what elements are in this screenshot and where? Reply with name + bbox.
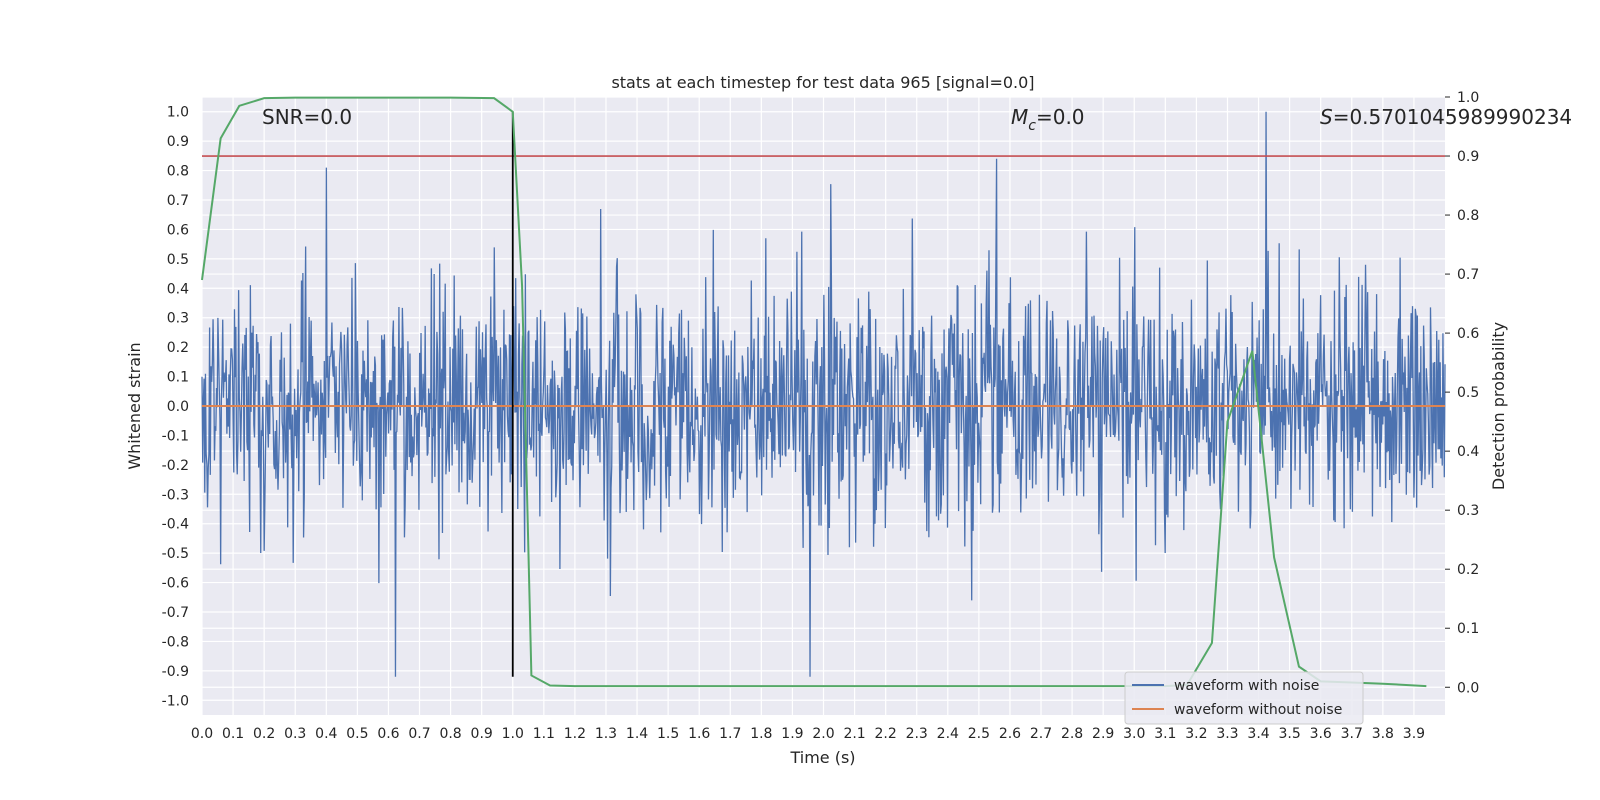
y-axis-ticks: 1.0 0.9 0.8 0.7 0.6 0.5 0.4 0.3 0.2 0.1 0.0 -0.1 -0.… <box>162 105 189 710</box>
x-tick-label: 2.2 <box>875 726 897 742</box>
x-tick-label: 3.0 <box>1123 726 1145 742</box>
x-tick-label: 2.4 <box>937 726 959 742</box>
x-tick-label: 2.9 <box>1092 726 1114 742</box>
x-tick-label: 2.7 <box>1030 726 1052 742</box>
x-tick-label: 0.1 <box>222 726 244 742</box>
x-tick-label: 2.8 <box>1061 726 1083 742</box>
x-tick-label: 2.3 <box>906 726 928 742</box>
x-tick-label: 2.0 <box>812 726 834 742</box>
detection-probability-line <box>201 96 1427 688</box>
x-tick-label: 1.0 <box>502 726 524 742</box>
s-value: =0.5701045989990234 <box>1333 105 1572 129</box>
y2-tick-label: 0.2 <box>1457 562 1479 578</box>
s-symbol: S <box>1320 105 1333 129</box>
y-tick-label: -0.4 <box>162 517 189 533</box>
x-tick-label: 1.9 <box>781 726 803 742</box>
x-tick-label: 2.6 <box>999 726 1021 742</box>
x-tick-label: 2.5 <box>968 726 990 742</box>
x-tick-label: 0.5 <box>346 726 368 742</box>
y-tick-label: -0.5 <box>162 546 189 562</box>
x-tick-label: 3.8 <box>1372 726 1394 742</box>
x-tick-label: 0.8 <box>439 726 461 742</box>
legend: waveform with noise waveform without noi… <box>1124 671 1364 725</box>
y2-tick-label: 0.7 <box>1457 267 1479 283</box>
x-tick-label: 3.2 <box>1185 726 1207 742</box>
x-tick-label: 1.8 <box>750 726 772 742</box>
x-tick-label: 1.5 <box>657 726 679 742</box>
x-tick-label: 0.2 <box>253 726 275 742</box>
y-tick-label: 0.3 <box>167 311 189 327</box>
y-tick-label: 0.4 <box>167 281 189 297</box>
mc-symbol: M <box>1011 105 1028 129</box>
x-tick-label: 3.7 <box>1341 726 1363 742</box>
y-tick-label: 1.0 <box>167 105 189 121</box>
waveform-with-noise-line <box>201 111 1446 677</box>
y-tick-label: 0.2 <box>167 340 189 356</box>
y-tick-label: 0.6 <box>167 222 189 238</box>
s-annotation: S=0.5701045989990234 <box>1320 105 1572 129</box>
y-axis-label: Whitened strain <box>125 342 144 469</box>
x-tick-label: 3.3 <box>1216 726 1238 742</box>
x-tick-label: 1.7 <box>719 726 741 742</box>
mc-annotation: Mc=0.0 <box>1011 105 1085 134</box>
x-tick-label: 1.3 <box>595 726 617 742</box>
x-tick-label: 3.1 <box>1154 726 1176 742</box>
x-tick-label: 0.0 <box>191 726 213 742</box>
y2-tick-label: 0.3 <box>1457 503 1479 519</box>
y2-tick-label: 0.6 <box>1457 326 1479 342</box>
y2-tick-label: 0.4 <box>1457 444 1479 460</box>
y-tick-label: 0.1 <box>167 370 189 386</box>
x-tick-label: 0.7 <box>408 726 430 742</box>
y-tick-label: 0.0 <box>167 399 189 415</box>
y2-tick-label: 0.8 <box>1457 208 1479 224</box>
y-tick-label: 0.5 <box>167 252 189 268</box>
chart-title: stats at each timestep for test data 965… <box>611 73 1034 92</box>
y2-tick-label: 0.0 <box>1457 680 1479 696</box>
x-axis-label: Time (s) <box>789 748 855 767</box>
x-axis-ticks: 0.0 0.1 0.2 0.3 0.4 0.5 0.6 0.7 0.8 0.9 1.0 1.1 1.2 1… <box>191 726 1425 742</box>
y2-tick-label: 0.5 <box>1457 385 1479 401</box>
x-tick-label: 3.5 <box>1278 726 1300 742</box>
y-tick-label: 0.8 <box>167 164 189 180</box>
plot-area <box>201 96 1446 688</box>
x-tick-label: 3.6 <box>1310 726 1332 742</box>
y2-tick-label: 0.9 <box>1457 149 1479 165</box>
x-tick-label: 1.2 <box>564 726 586 742</box>
y2-axis-ticks: 1.0 0.9 0.8 0.7 0.6 0.5 0.4 0.3 0.2 0.1 0.0 <box>1445 90 1479 696</box>
x-tick-label: 0.4 <box>315 726 337 742</box>
snr-annotation: SNR=0.0 <box>262 105 352 129</box>
y2-tick-label: 0.1 <box>1457 621 1479 637</box>
x-tick-label: 0.9 <box>471 726 493 742</box>
x-tick-label: 0.3 <box>284 726 306 742</box>
x-tick-label: 0.6 <box>377 726 399 742</box>
x-tick-label: 1.1 <box>533 726 555 742</box>
y-tick-label: -0.8 <box>162 634 189 650</box>
x-tick-label: 1.4 <box>626 726 648 742</box>
x-tick-label: 3.4 <box>1247 726 1269 742</box>
y-tick-label: -0.7 <box>162 605 189 621</box>
y-tick-label: -0.9 <box>162 664 189 680</box>
mc-subscript: c <box>1028 118 1036 134</box>
y-tick-label: -1.0 <box>162 693 189 709</box>
y-tick-label: 0.7 <box>167 193 189 209</box>
x-tick-label: 2.1 <box>843 726 865 742</box>
y2-tick-label: 1.0 <box>1457 90 1479 106</box>
y-tick-label: 0.9 <box>167 134 189 150</box>
mc-value: =0.0 <box>1036 105 1085 129</box>
legend-label-clean: waveform without noise <box>1174 702 1342 718</box>
y-tick-label: -0.6 <box>162 576 189 592</box>
x-tick-label: 3.9 <box>1403 726 1425 742</box>
y-tick-label: -0.1 <box>162 428 189 444</box>
y-tick-label: -0.2 <box>162 458 189 474</box>
x-tick-label: 1.6 <box>688 726 710 742</box>
legend-box <box>1124 671 1364 725</box>
legend-label-noise: waveform with noise <box>1174 678 1319 694</box>
y2-axis-label: Detection probability <box>1489 322 1508 490</box>
y-tick-label: -0.3 <box>162 487 189 503</box>
